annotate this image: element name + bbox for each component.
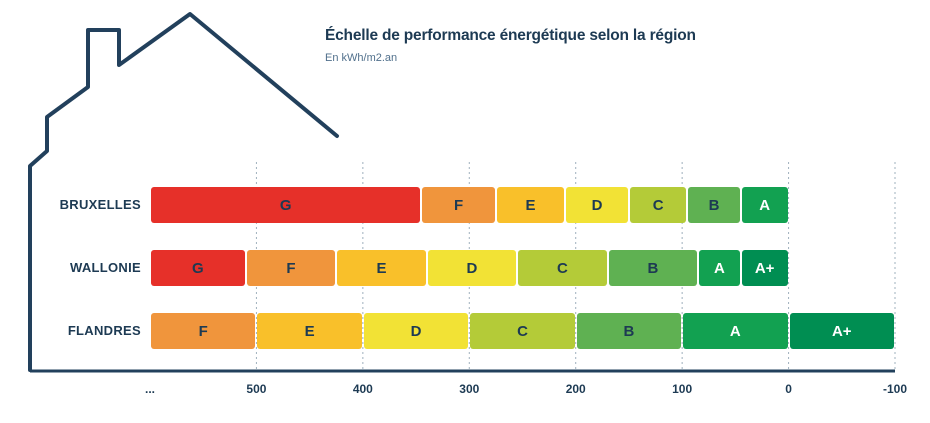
segment-bruxelles-G: G [151,187,421,223]
segment-flandres-C: C [470,313,575,349]
x-axis-label-100: 100 [672,382,693,396]
segment-flandres-D: D [363,313,469,349]
x-axis-label-300: 300 [459,382,480,396]
segment-wallonie-A+: A+ [741,250,788,286]
segment-wallonie-F: F [246,250,336,286]
segment-wallonie-A: A [699,250,740,286]
segment-bruxelles-E: E [496,187,565,223]
segment-bruxelles-C: C [629,187,687,223]
segment-bruxelles-F: F [422,187,495,223]
segment-flandres-A: A [683,313,788,349]
segment-wallonie-G: G [151,250,245,286]
x-axis-label--100: -100 [882,382,908,396]
house-outline [28,12,339,372]
segment-flandres-F: F [151,313,256,349]
segment-bruxelles-A: A [741,187,788,223]
segment-flandres-B: B [576,313,682,349]
segment-wallonie-D: D [427,250,517,286]
x-axis-label-200: 200 [565,382,586,396]
segment-flandres-A+: A+ [789,313,894,349]
segment-bruxelles-D: D [566,187,628,223]
x-axis-label-400: 400 [352,382,373,396]
row-label-flandres: FLANDRES [67,323,141,338]
segment-wallonie-C: C [518,250,607,286]
segment-wallonie-B: B [608,250,698,286]
chart-subtitle: En kWh/m2.an [325,52,398,64]
chart-title: Échelle de performance énergétique selon… [325,27,696,44]
row-label-bruxelles: BRUXELLES [59,197,141,212]
segment-wallonie-E: E [337,250,426,286]
segment-flandres-E: E [257,313,362,349]
x-axis-label-500: 500 [246,382,267,396]
x-axis-label-0: 0 [785,382,792,396]
row-label-wallonie: WALLONIE [69,260,141,275]
x-axis-label-...: ... [144,382,156,396]
segment-bruxelles-B: B [688,187,740,223]
